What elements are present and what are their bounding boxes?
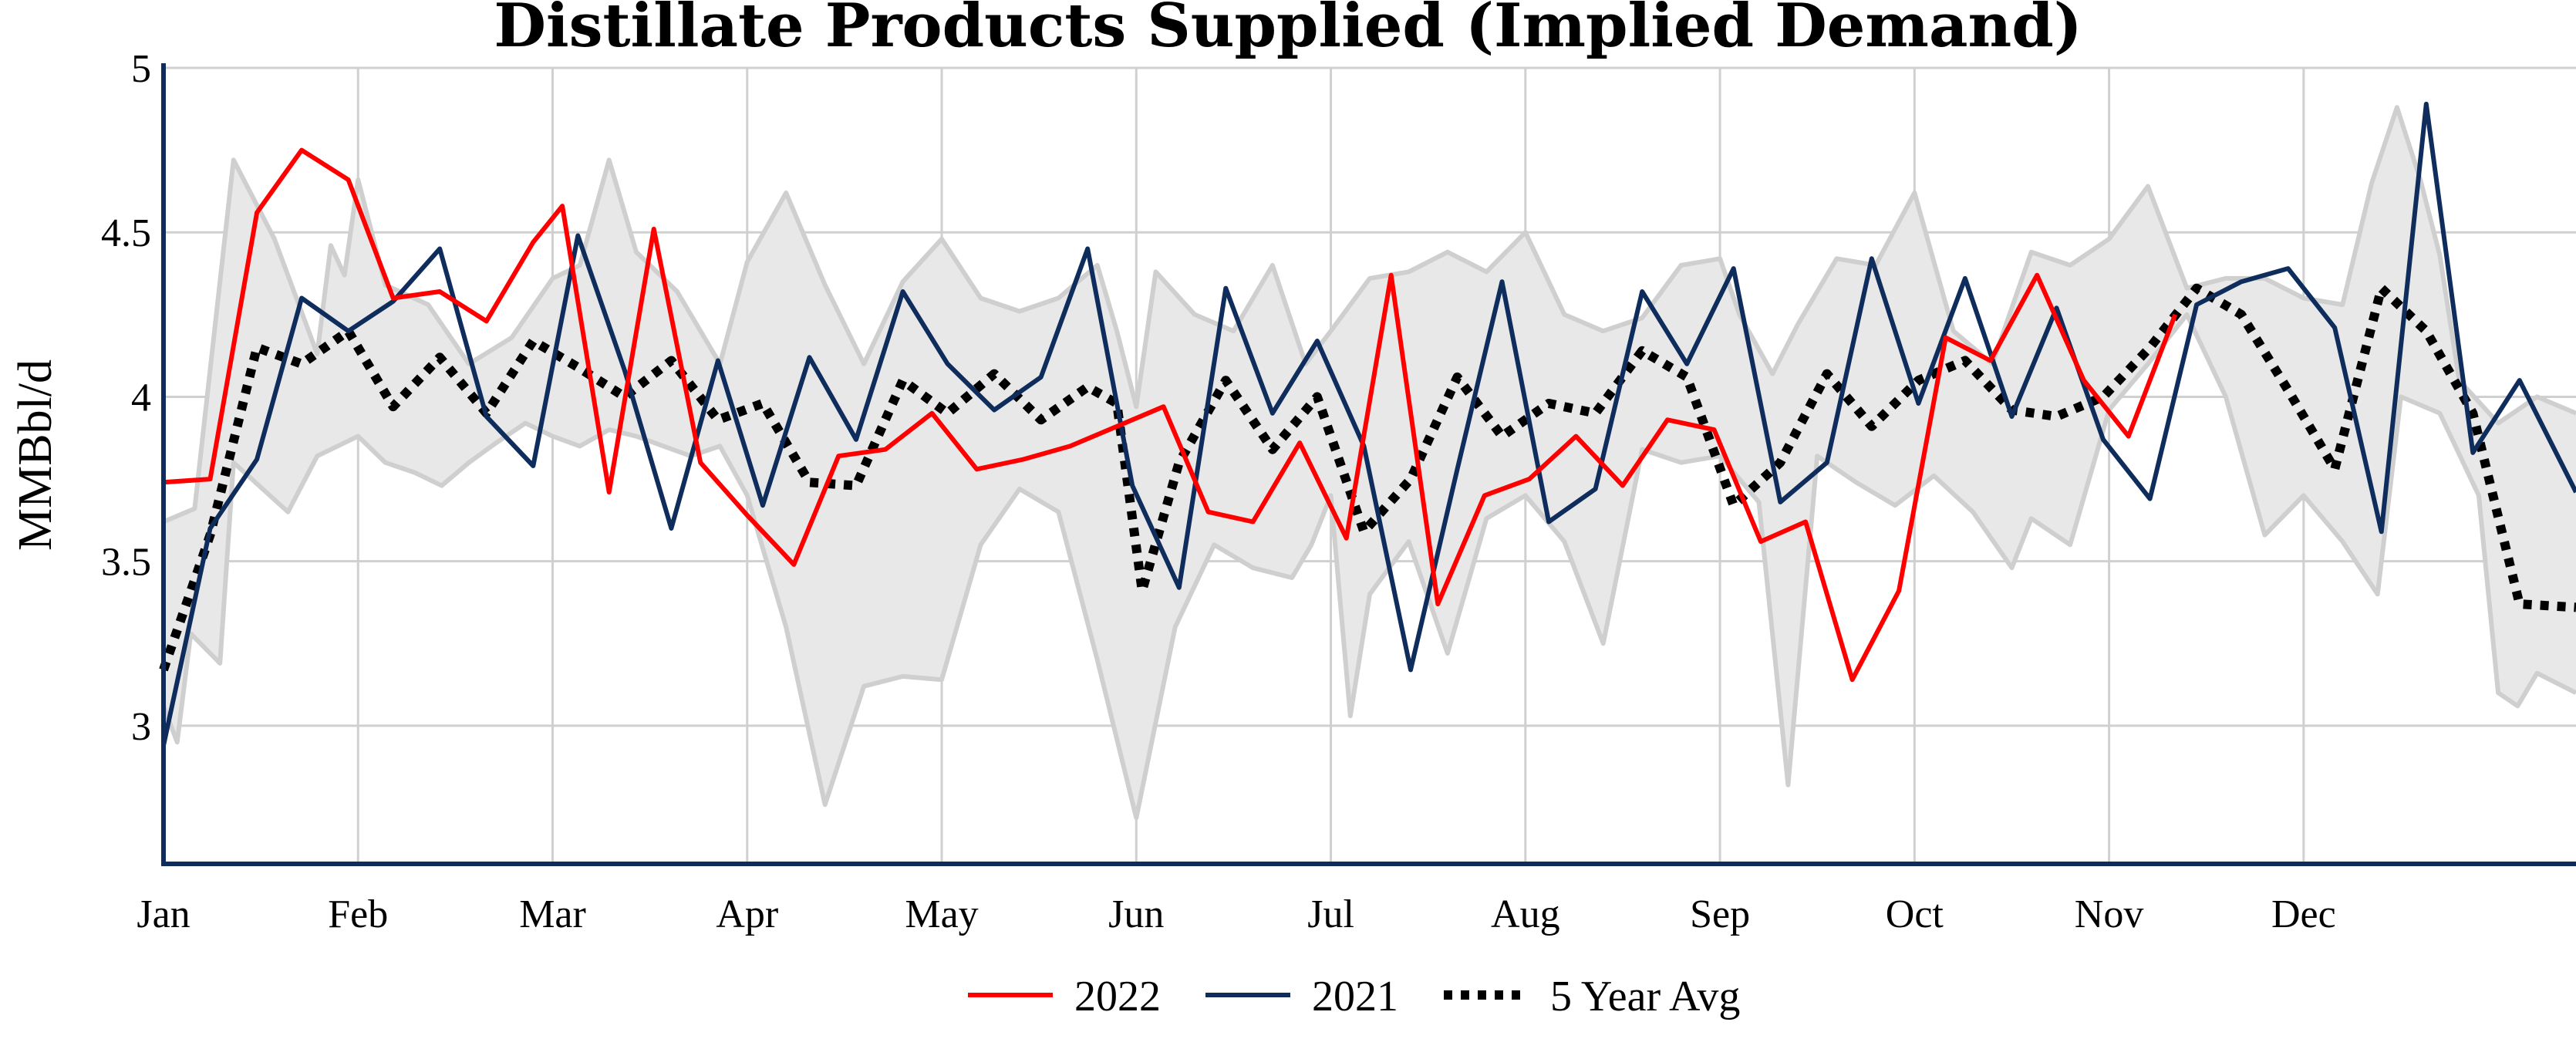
- legend-item-0: 2022: [968, 973, 1161, 1020]
- legend-item-1: 2021: [1205, 973, 1398, 1020]
- x-tick-label-8: Sep: [1690, 892, 1750, 936]
- y-axis-label: MMBbl/d: [9, 359, 62, 551]
- legend-label-2: 5 Year Avg: [1550, 973, 1740, 1020]
- y-tick-label-4: 5: [131, 47, 151, 91]
- range-band: [161, 105, 2576, 821]
- band-lower-edge: [161, 312, 2576, 821]
- x-tick-label-5: Jun: [1108, 892, 1164, 936]
- legend: 2022 2021 5 Year Avg: [968, 973, 1740, 1020]
- x-tick-labels: Jan Feb Mar Apr May Jun Jul Aug Sep Oct Nov Dec: [137, 892, 2335, 936]
- chart-title: Distillate Products Supplied (Implied De…: [494, 0, 2082, 61]
- y-tick-label-2: 4: [131, 376, 151, 420]
- x-tick-label-4: May: [905, 892, 978, 936]
- series-lines: [159, 101, 2576, 747]
- x-tick-label-2: Mar: [519, 892, 586, 936]
- axes: [161, 63, 2576, 866]
- legend-label-0: 2022: [1074, 973, 1161, 1020]
- series-line-0: [163, 147, 2178, 683]
- x-tick-label-0: Jan: [137, 892, 190, 936]
- y-tick-labels: 3 3.5 4 4.5 5: [101, 47, 151, 749]
- band-fill: [164, 107, 2576, 818]
- x-tick-label-7: Aug: [1491, 892, 1560, 936]
- x-tick-label-11: Dec: [2271, 892, 2336, 936]
- legend-item-2: 5 Year Avg: [1444, 973, 1740, 1020]
- y-tick-label-1: 3.5: [101, 541, 151, 585]
- series-line-2: [159, 283, 2576, 672]
- x-tick-label-6: Jul: [1307, 892, 1354, 936]
- x-tick-label-3: Apr: [716, 892, 778, 936]
- y-tick-label-0: 3: [131, 705, 151, 749]
- x-tick-label-10: Nov: [2075, 892, 2144, 936]
- legend-label-1: 2021: [1312, 973, 1398, 1020]
- x-tick-label-1: Feb: [328, 892, 388, 936]
- y-tick-label-3: 4.5: [101, 211, 151, 255]
- x-tick-label-9: Oct: [1886, 892, 1944, 936]
